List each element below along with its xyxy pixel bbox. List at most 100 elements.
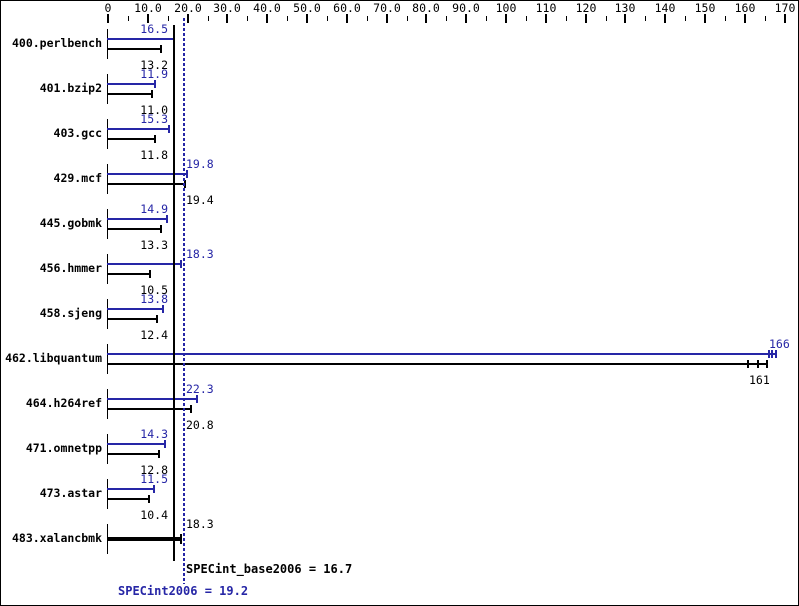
run-mark	[766, 360, 768, 368]
bar-end-cap	[154, 80, 156, 88]
axis-tick-label: 110	[535, 1, 557, 15]
axis-tick-label: 120	[575, 1, 597, 15]
run-mark	[747, 360, 749, 368]
row-spine	[107, 209, 108, 239]
base-value-label: 19.4	[186, 193, 214, 207]
axis-tick-label: 70.0	[373, 1, 401, 15]
axis-tick-minor	[247, 16, 248, 21]
axis-tick-minor	[367, 16, 368, 21]
axis-tick-major	[624, 14, 626, 23]
row-spine	[107, 434, 108, 464]
axis-tick-minor	[566, 16, 567, 21]
bar-end-cap	[164, 440, 166, 448]
axis-tick-minor	[128, 16, 129, 21]
base-bar	[107, 273, 151, 275]
benchmark-label: 483.xalancbmk	[11, 531, 102, 545]
axis-tick-major	[346, 14, 348, 23]
peak-value-label: 22.3	[186, 382, 214, 396]
axis-tick-major	[664, 14, 666, 23]
axis-tick-label: 160	[734, 1, 756, 15]
peak-value-label: 14.9	[140, 202, 168, 216]
base-bar	[107, 93, 153, 95]
axis-tick-minor	[208, 16, 209, 21]
peak-value-label: 11.5	[140, 472, 168, 486]
axis-tick-major	[306, 14, 308, 23]
base-value-label: 11.0	[140, 103, 168, 117]
axis-tick-label: 90.0	[452, 1, 480, 15]
peak-bar	[107, 398, 198, 400]
axis-tick-minor	[685, 16, 686, 21]
axis-tick-label: 80.0	[412, 1, 440, 15]
axis-tick-major	[425, 14, 427, 23]
axis-tick-minor	[287, 16, 288, 21]
bar-end-cap	[190, 405, 192, 413]
row-spine	[107, 479, 108, 509]
bar-end-cap	[154, 135, 156, 143]
benchmark-label: 464.h264ref	[25, 396, 102, 410]
base-value-label: 20.8	[186, 418, 214, 432]
axis-tick-major	[266, 14, 268, 23]
axis-tick-label: 60.0	[333, 1, 361, 15]
run-mark	[757, 360, 759, 368]
benchmark-label: 401.bzip2	[39, 81, 102, 95]
axis-tick-label: 0	[104, 1, 112, 15]
axis-tick-major	[744, 14, 746, 23]
peak-bar	[107, 173, 188, 175]
axis-tick-minor	[407, 16, 408, 21]
run-mark	[768, 350, 770, 358]
row-spine	[107, 119, 108, 149]
row-spine	[107, 74, 108, 104]
peak-bar	[107, 353, 777, 355]
axis-tick-major	[107, 14, 109, 23]
bar-end-cap	[151, 90, 153, 98]
bar-end-cap	[160, 45, 162, 53]
row-spine	[107, 299, 108, 329]
benchmark-label: 456.hmmer	[39, 261, 102, 275]
benchmark-label: 471.omnetpp	[25, 441, 102, 455]
base-bar	[107, 183, 186, 185]
axis-tick-minor	[725, 16, 726, 21]
peak-value-label: 16.5	[140, 22, 168, 36]
bar-end-cap	[166, 215, 168, 223]
axis-tick-minor	[446, 16, 447, 21]
peak-value-label: 15.3	[140, 112, 168, 126]
axis-tick-label: 50.0	[293, 1, 321, 15]
peak-bar	[107, 308, 164, 310]
bar-end-cap	[148, 495, 150, 503]
axis-tick-label: 40.0	[253, 1, 281, 15]
axis-tick-label: 100	[495, 1, 517, 15]
benchmark-label: 429.mcf	[53, 171, 102, 185]
bar-end-cap	[180, 534, 182, 544]
base-summary-text: SPECint_base2006 = 16.7	[186, 562, 353, 576]
axis-tick-major	[226, 14, 228, 23]
run-mark	[771, 350, 773, 358]
row-spine	[107, 344, 108, 374]
axis-tick-label: 170	[774, 1, 796, 15]
axis-tick-minor	[606, 16, 607, 21]
row-spine	[107, 389, 108, 419]
axis-tick-label: 10.0	[134, 1, 162, 15]
bar-end-cap	[149, 270, 151, 278]
peak-bar	[107, 83, 156, 85]
base-value-label: 12.4	[140, 328, 168, 342]
peak-value-label: 13.8	[140, 292, 168, 306]
peak-value-label: 19.8	[186, 157, 214, 171]
base-bar	[107, 318, 158, 320]
peak-value-label: 18.3	[186, 247, 214, 261]
base-value-label: 18.3	[186, 517, 214, 531]
bar-end-cap	[153, 485, 155, 493]
benchmark-label: 403.gcc	[53, 126, 102, 140]
peak-summary-text: SPECint2006 = 19.2	[118, 584, 249, 598]
run-mark	[775, 350, 777, 358]
axis-tick-major	[545, 14, 547, 23]
peak-mean-line	[183, 18, 185, 584]
row-spine	[107, 29, 108, 59]
axis-tick-major	[465, 14, 467, 23]
peak-value-label: 166	[769, 337, 790, 351]
axis-tick-major	[386, 14, 388, 23]
base-bar	[107, 498, 150, 500]
base-bar	[107, 228, 162, 230]
axis-tick-major	[147, 14, 149, 23]
